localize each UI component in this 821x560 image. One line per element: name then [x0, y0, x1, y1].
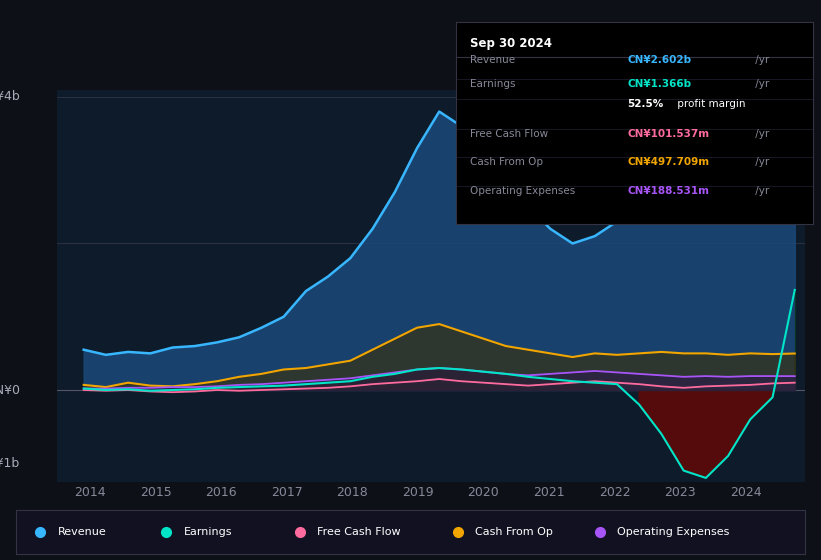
Text: /yr: /yr — [752, 55, 769, 64]
Text: Free Cash Flow: Free Cash Flow — [318, 527, 401, 537]
Text: profit margin: profit margin — [673, 99, 745, 109]
Text: CN¥0: CN¥0 — [0, 384, 21, 396]
Text: /yr: /yr — [752, 79, 769, 89]
Text: Sep 30 2024: Sep 30 2024 — [470, 36, 552, 49]
Text: 52.5%: 52.5% — [627, 99, 663, 109]
Text: Cash From Op: Cash From Op — [475, 527, 553, 537]
Text: Revenue: Revenue — [470, 55, 515, 64]
Text: CN¥101.537m: CN¥101.537m — [627, 129, 709, 139]
Text: /yr: /yr — [752, 157, 769, 167]
Text: CN¥497.709m: CN¥497.709m — [627, 157, 709, 167]
Text: CN¥188.531m: CN¥188.531m — [627, 186, 709, 195]
Text: /yr: /yr — [752, 186, 769, 195]
Text: -CN¥1b: -CN¥1b — [0, 457, 21, 470]
Text: CN¥1.366b: CN¥1.366b — [627, 79, 691, 89]
Text: Operating Expenses: Operating Expenses — [470, 186, 576, 195]
Text: Operating Expenses: Operating Expenses — [617, 527, 729, 537]
Text: CN¥4b: CN¥4b — [0, 90, 21, 104]
Text: Revenue: Revenue — [57, 527, 106, 537]
Text: Earnings: Earnings — [470, 79, 516, 89]
Text: Cash From Op: Cash From Op — [470, 157, 543, 167]
Text: CN¥2.602b: CN¥2.602b — [627, 55, 691, 64]
Text: Free Cash Flow: Free Cash Flow — [470, 129, 548, 139]
Text: /yr: /yr — [752, 129, 769, 139]
Text: Earnings: Earnings — [184, 527, 232, 537]
